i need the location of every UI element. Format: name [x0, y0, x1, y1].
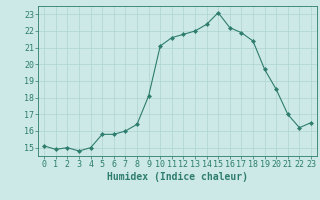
X-axis label: Humidex (Indice chaleur): Humidex (Indice chaleur)	[107, 172, 248, 182]
